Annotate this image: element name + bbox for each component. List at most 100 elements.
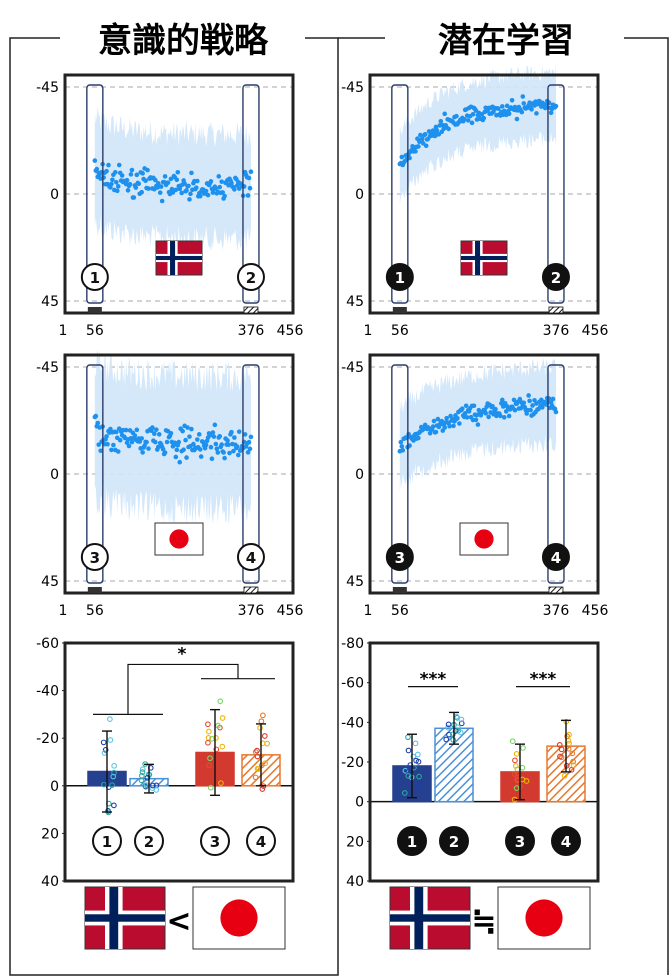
data-point: [235, 452, 241, 458]
data-point: [423, 143, 429, 149]
subject-point: [446, 731, 452, 738]
window-start: [86, 84, 104, 304]
data-point: [176, 439, 182, 445]
x-tick-label: 1: [59, 323, 68, 339]
subject-point: [511, 771, 518, 777]
data-point: [470, 111, 476, 117]
x-tick-label: 456: [582, 323, 609, 339]
data-point: [109, 447, 114, 453]
data-point: [416, 144, 421, 149]
data-point: [146, 446, 151, 451]
data-point: [433, 124, 439, 130]
category-label: 3: [515, 833, 525, 851]
data-point: [115, 449, 121, 454]
subject-point: [206, 728, 212, 735]
data-point: [129, 167, 135, 173]
data-point: [181, 447, 186, 453]
bar-chart: -60 -40 -20 0 20 40 1 2 3 4 * <: [36, 636, 295, 950]
y-tick-label: 45: [41, 574, 59, 590]
plot-frame: [368, 353, 600, 595]
category-label: 4: [256, 833, 266, 851]
window-start: [86, 364, 104, 584]
data-point: [156, 432, 162, 437]
data-point: [232, 187, 237, 192]
data-point: [475, 422, 481, 427]
data-point: [248, 434, 254, 440]
data-point: [473, 417, 479, 423]
x-mark-end: [243, 586, 259, 594]
subject-point: [568, 766, 575, 773]
window-marker-label: 2: [246, 269, 256, 287]
data-point: [105, 441, 110, 447]
subject-point: [561, 772, 568, 779]
data-point: [540, 405, 545, 410]
y-tick-label: -20: [341, 755, 364, 771]
japan-flag-icon: [154, 522, 204, 556]
data-point: [398, 439, 404, 445]
data-point: [131, 195, 137, 200]
subject-point: [111, 769, 117, 776]
data-point: [461, 116, 467, 122]
data-point: [159, 198, 165, 204]
subject-point: [264, 740, 271, 747]
data-point: [231, 448, 236, 454]
data-point: [419, 136, 425, 142]
subject-point: [142, 783, 149, 789]
data-point: [519, 109, 525, 115]
data-point: [126, 443, 132, 449]
category-marker-circle: [246, 826, 276, 856]
window-marker-circle: [541, 263, 570, 291]
data-point: [144, 439, 149, 445]
data-point: [486, 414, 491, 420]
right-panel-title: 潜在学習: [438, 21, 574, 61]
flag-cross-blue-h: [461, 255, 507, 261]
data-point: [217, 433, 223, 439]
data-point: [246, 175, 252, 181]
subject-point: [259, 786, 266, 792]
subject-point: [519, 764, 526, 771]
data-point: [196, 432, 202, 437]
data-point: [203, 442, 209, 448]
data-point: [164, 439, 170, 445]
data-point: [496, 106, 501, 111]
x-tick-label: 56: [391, 323, 409, 339]
data-point: [217, 184, 223, 190]
data-point: [219, 179, 224, 184]
data-point: [208, 179, 214, 184]
data-point: [529, 107, 534, 112]
x-mark-start: [87, 587, 102, 593]
data-point: [232, 435, 237, 440]
subject-point: [520, 745, 526, 751]
window-marker-label: 2: [551, 269, 561, 287]
data-point: [114, 179, 119, 185]
data-point: [95, 420, 101, 426]
plot-frame: [63, 73, 295, 315]
x-mark-start: [392, 307, 407, 313]
x-tick-label: 376: [238, 323, 265, 339]
data-point: [225, 438, 230, 443]
data-point: [451, 423, 456, 429]
data-point: [140, 171, 145, 176]
data-point: [444, 415, 449, 421]
y-tick-label: -45: [36, 360, 59, 376]
subject-point: [110, 773, 117, 780]
data-point: [210, 430, 216, 435]
subject-point: [107, 737, 114, 743]
y-tick-label: 40: [346, 874, 364, 890]
y-tick-label: -45: [341, 80, 364, 96]
subject-point: [217, 698, 224, 705]
significance-label: *: [178, 645, 187, 665]
data-point: [247, 185, 253, 191]
data-point: [229, 429, 234, 435]
window-marker-circle: [385, 543, 414, 571]
data-point: [160, 447, 166, 452]
data-point: [194, 185, 199, 191]
window-marker-circle: [385, 263, 414, 291]
window-marker-circle: [236, 543, 265, 571]
y-tick-label: 40: [41, 874, 59, 890]
data-point: [229, 180, 234, 186]
data-point: [221, 450, 226, 455]
subject-point: [513, 750, 520, 757]
window-marker-label: 4: [551, 549, 561, 567]
